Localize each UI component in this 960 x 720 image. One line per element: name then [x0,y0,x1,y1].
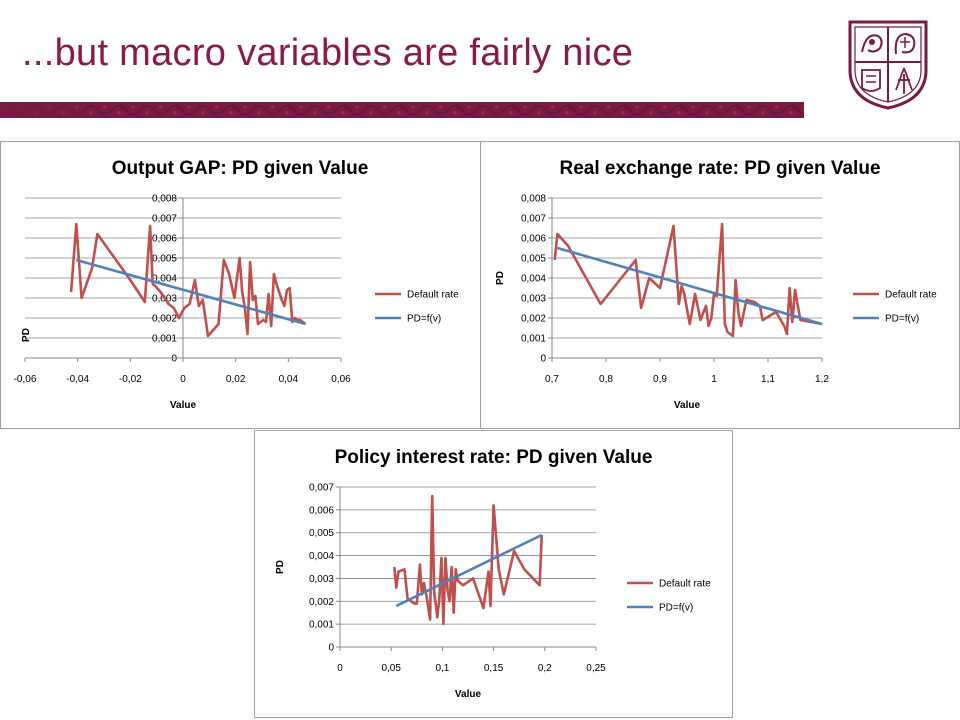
y-tick-label: 0,008 [521,194,546,205]
x-tick-label: 0,1 [435,663,449,674]
y-axis-title: PD [495,271,506,285]
x-axis-title: Value [674,400,701,411]
y-tick-label: 0,003 [309,574,334,585]
x-axis-title: Value [455,689,482,700]
y-tick-label: 0,004 [309,551,334,562]
y-tick-label: 0,003 [521,294,546,305]
chart-title: Output GAP: PD given Value [112,158,369,179]
y-tick-label: 0,004 [152,274,177,285]
x-tick-label: 0,25 [586,663,606,674]
series-line-pd-fit [75,258,306,326]
y-tick-label: 0,008 [152,194,177,205]
slide-title: ...but macro variables are fairly nice [22,32,634,74]
y-tick-label: 0,002 [521,314,546,325]
title-band-pattern [0,102,804,118]
y-tick-label: 0 [540,354,546,365]
x-tick-label: 1,2 [815,374,829,385]
y-tick-label: 0,007 [309,483,334,494]
y-tick-label: 0,002 [309,597,334,608]
y-tick-label: 0,005 [521,254,546,265]
x-tick-label: 0,15 [484,663,504,674]
y-tick-label: 0 [328,643,334,654]
y-tick-label: 0,007 [152,214,177,225]
x-axis-title: Value [170,400,197,411]
y-tick-label: 0 [171,354,177,365]
chart-output-gap: Output GAP: PD given Value 0 0,001 0,002 0,0… [0,141,481,429]
legend-label: Default rate [659,579,711,590]
y-tick-label: 0,001 [521,334,546,345]
x-tick-label: 0,2 [538,663,552,674]
x-tick-label: 0,8 [599,374,613,385]
x-tick-label: -0,04 [66,374,89,385]
legend-label: Default rate [885,290,937,301]
y-tick-label: 0,006 [521,234,546,245]
title-band [0,102,804,118]
x-tick-label: 0,04 [279,374,299,385]
legend-label: PD=f(v) [659,603,693,614]
legend-label: PD=f(v) [885,314,919,325]
x-tick-label: -0,02 [119,374,142,385]
university-seal-icon [846,18,930,115]
x-tick-label: -0,06 [14,374,37,385]
y-tick-label: 0,002 [152,314,177,325]
series-line-pd-fit [395,533,543,608]
y-tick-label: 0,001 [309,620,334,631]
legend-label: PD=f(v) [407,314,441,325]
chart-title: Real exchange rate: PD given Value [559,158,880,179]
chart-real-exchange-rate: Real exchange rate: PD given Value 0 0,001… [480,141,960,429]
series-line-default-rate [69,222,307,338]
y-tick-label: 0,006 [152,234,177,245]
series-line-default-rate [393,494,543,626]
x-tick-label: 0,05 [381,663,401,674]
y-axis-title: PD [21,328,32,342]
legend-label: Default rate [407,290,459,301]
x-tick-label: 0,7 [545,374,559,385]
y-tick-label: 0,005 [152,254,177,265]
y-tick-label: 0,001 [152,334,177,345]
y-tick-label: 0,007 [521,214,546,225]
y-axis-title: PD [275,560,286,574]
series-line-default-rate [553,222,823,338]
x-tick-label: 0,02 [226,374,246,385]
chart-title: Policy interest rate: PD given Value [335,447,653,468]
x-tick-label: 0 [337,663,343,674]
y-tick-label: 0,004 [521,274,546,285]
x-tick-label: 1 [711,374,717,385]
chart-policy-interest-rate: Policy interest rate: PD given Value 0 0,0… [254,430,733,718]
y-tick-label: 0,006 [309,505,334,516]
x-tick-label: 1,1 [761,374,775,385]
y-tick-label: 0,005 [309,528,334,539]
series-line-pd-fit [557,246,823,326]
x-tick-label: 0 [180,374,186,385]
x-tick-label: 0,06 [331,374,351,385]
x-tick-label: 0,9 [653,374,667,385]
